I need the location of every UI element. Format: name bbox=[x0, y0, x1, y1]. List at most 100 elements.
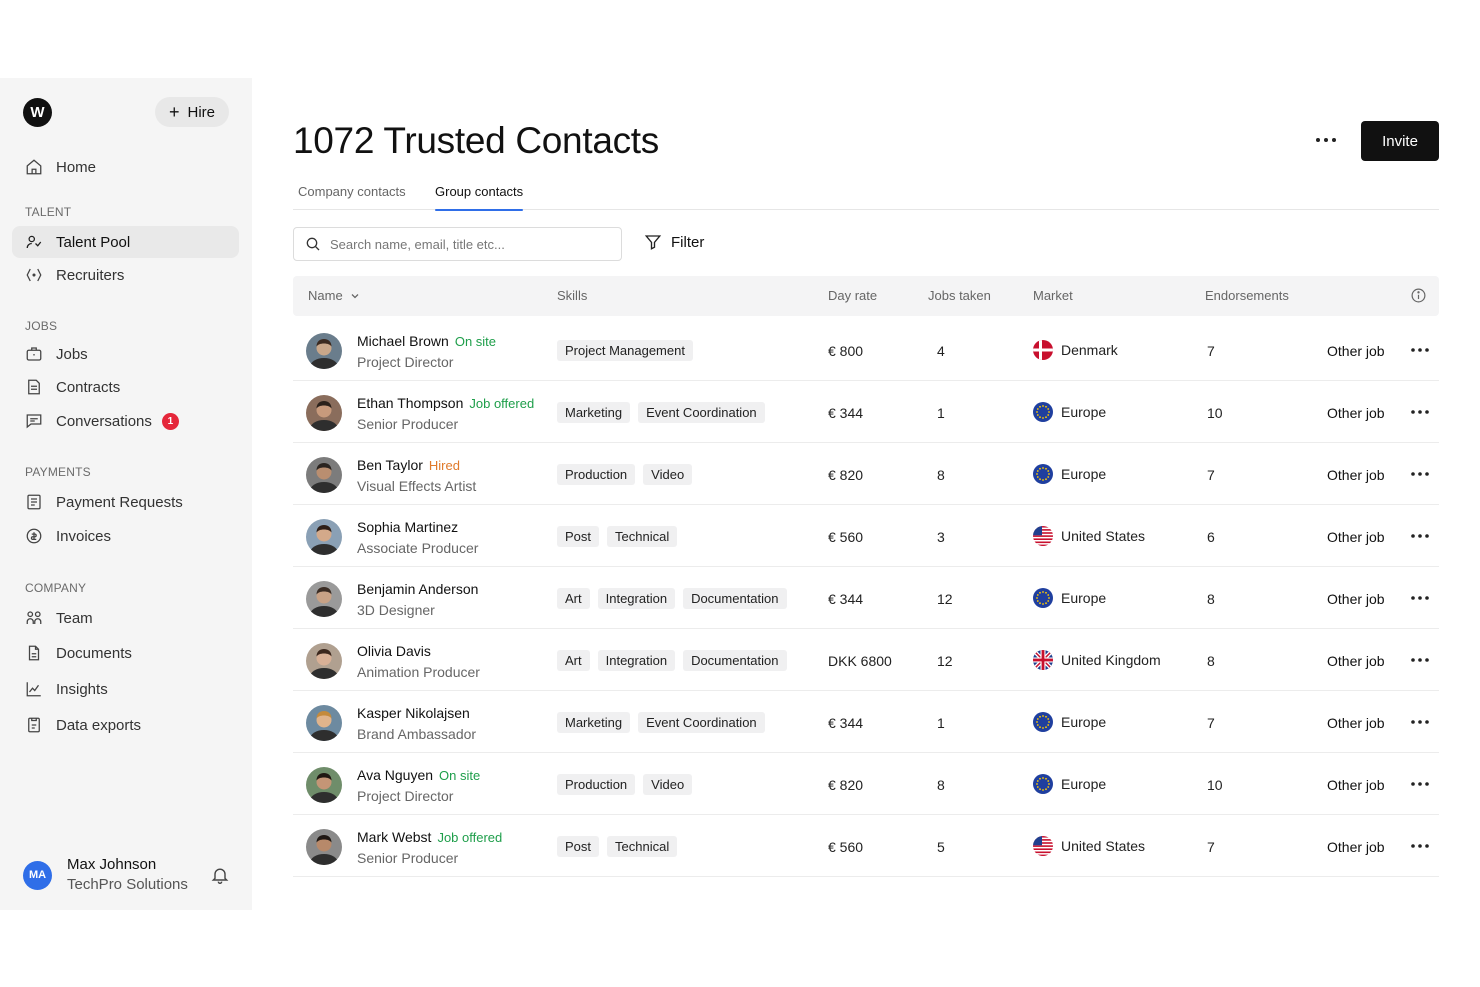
column-jobs-taken[interactable]: Jobs taken bbox=[928, 288, 991, 303]
other-job-link[interactable]: Other job bbox=[1327, 839, 1385, 855]
table-row[interactable]: Michael Brown On site Project Director Pr… bbox=[293, 319, 1439, 381]
table-row[interactable]: Ava Nguyen On site Project Director Produ… bbox=[293, 753, 1439, 815]
market: Europe bbox=[1033, 464, 1106, 484]
other-job-link[interactable]: Other job bbox=[1327, 591, 1385, 607]
sidebar-item-talent-pool[interactable]: Talent Pool bbox=[12, 226, 239, 258]
user-profile[interactable]: MA Max Johnson TechPro Solutions bbox=[23, 853, 238, 897]
contact-avatar[interactable] bbox=[306, 395, 342, 431]
sidebar-item-home[interactable]: Home bbox=[12, 151, 239, 183]
sidebar-item-documents[interactable]: Documents bbox=[12, 637, 239, 669]
row-more-icon[interactable] bbox=[1410, 837, 1430, 855]
bell-icon[interactable] bbox=[210, 865, 230, 885]
contact-name-line[interactable]: Mark Webst Job offered bbox=[357, 829, 502, 845]
search-icon bbox=[306, 237, 320, 251]
sidebar-item-recruiters[interactable]: Recruiters bbox=[12, 259, 239, 291]
other-job-link[interactable]: Other job bbox=[1327, 405, 1385, 421]
day-rate: DKK 6800 bbox=[828, 653, 892, 669]
contact-name-line[interactable]: Ethan Thompson Job offered bbox=[357, 395, 534, 411]
tab-company-contacts[interactable]: Company contacts bbox=[298, 184, 406, 199]
jobs-taken: 8 bbox=[937, 777, 945, 793]
contact-avatar[interactable] bbox=[306, 829, 342, 865]
app-logo[interactable]: W bbox=[23, 98, 52, 127]
column-market[interactable]: Market bbox=[1033, 288, 1073, 303]
row-more-icon[interactable] bbox=[1410, 651, 1430, 669]
user-avatar: MA bbox=[23, 860, 52, 890]
sidebar-item-jobs[interactable]: Jobs bbox=[12, 338, 239, 370]
row-more-icon[interactable] bbox=[1410, 775, 1430, 793]
other-job-link[interactable]: Other job bbox=[1327, 529, 1385, 545]
hire-button[interactable]: + Hire bbox=[155, 97, 229, 127]
contact-name-line[interactable]: Ben Taylor Hired bbox=[357, 457, 460, 473]
skills-list: Production Video bbox=[557, 774, 693, 795]
sidebar-item-contracts[interactable]: Contracts bbox=[12, 371, 239, 403]
contact-name-line[interactable]: Sophia Martinez bbox=[357, 519, 464, 535]
jobs-taken: 5 bbox=[937, 839, 945, 855]
contact-name: Kasper Nikolajsen bbox=[357, 705, 470, 721]
contact-avatar[interactable] bbox=[306, 519, 342, 555]
table-row[interactable]: Benjamin Anderson 3D Designer Art Integra… bbox=[293, 567, 1439, 629]
more-options-icon[interactable] bbox=[1311, 130, 1341, 150]
day-rate: € 344 bbox=[828, 591, 864, 607]
table-row[interactable]: Mark Webst Job offered Senior Producer Po… bbox=[293, 815, 1439, 877]
row-more-icon[interactable] bbox=[1410, 527, 1430, 545]
contact-avatar[interactable] bbox=[306, 767, 342, 803]
other-job-link[interactable]: Other job bbox=[1327, 777, 1385, 793]
contact-avatar[interactable] bbox=[306, 457, 342, 493]
contact-name-line[interactable]: Ava Nguyen On site bbox=[357, 767, 480, 783]
other-job-link[interactable]: Other job bbox=[1327, 343, 1385, 359]
chevron-down-icon bbox=[351, 293, 359, 298]
day-rate: € 820 bbox=[828, 467, 864, 483]
row-more-icon[interactable] bbox=[1410, 341, 1430, 359]
contact-role: Visual Effects Artist bbox=[357, 478, 477, 494]
row-more-icon[interactable] bbox=[1410, 589, 1430, 607]
endorsements: 7 bbox=[1207, 343, 1215, 359]
column-name[interactable]: Name bbox=[308, 288, 361, 303]
sidebar-item-data-exports[interactable]: Data exports bbox=[12, 709, 239, 741]
payment-request-icon bbox=[27, 494, 41, 510]
sidebar-item-team[interactable]: Team bbox=[12, 602, 239, 634]
row-more-icon[interactable] bbox=[1410, 713, 1430, 731]
table-row[interactable]: Olivia Davis Animation Producer Art Integ… bbox=[293, 629, 1439, 691]
contact-name-line[interactable]: Michael Brown On site bbox=[357, 333, 496, 349]
row-more-icon[interactable] bbox=[1410, 465, 1430, 483]
market: Europe bbox=[1033, 712, 1106, 732]
contact-avatar[interactable] bbox=[306, 581, 342, 617]
contract-icon bbox=[28, 379, 40, 395]
contact-name-line[interactable]: Kasper Nikolajsen bbox=[357, 705, 476, 721]
column-day-rate[interactable]: Day rate bbox=[828, 288, 878, 303]
other-job-link[interactable]: Other job bbox=[1327, 653, 1385, 669]
sidebar-item-label: Recruiters bbox=[56, 266, 125, 284]
table-row[interactable]: Ethan Thompson Job offered Senior Produce… bbox=[293, 381, 1439, 443]
market: Denmark bbox=[1033, 340, 1118, 360]
sidebar-item-insights[interactable]: Insights bbox=[12, 673, 239, 705]
sidebar-item-payment-requests[interactable]: Payment Requests bbox=[12, 486, 239, 518]
row-more-icon[interactable] bbox=[1410, 403, 1430, 421]
sidebar-item-invoices[interactable]: Invoices bbox=[12, 520, 239, 552]
skill-chip: Project Management bbox=[557, 340, 693, 361]
other-job-link[interactable]: Other job bbox=[1327, 467, 1385, 483]
jobs-taken: 3 bbox=[937, 529, 945, 545]
tab-group-contacts[interactable]: Group contacts bbox=[435, 184, 524, 211]
info-icon[interactable] bbox=[1410, 287, 1427, 304]
invite-button[interactable]: Invite bbox=[1361, 121, 1439, 161]
contact-avatar[interactable] bbox=[306, 643, 342, 679]
conversations-badge: 1 bbox=[161, 412, 179, 430]
contact-avatar[interactable] bbox=[306, 333, 342, 369]
table-row[interactable]: Kasper Nikolajsen Brand Ambassador Marke… bbox=[293, 691, 1439, 753]
contact-name-line[interactable]: Benjamin Anderson bbox=[357, 581, 484, 597]
column-skills[interactable]: Skills bbox=[557, 288, 588, 303]
skills-list: Art Integration Documentation bbox=[557, 650, 787, 671]
table-row[interactable]: Ben Taylor Hired Visual Effects Artist Pr… bbox=[293, 443, 1439, 505]
jobs-taken: 8 bbox=[937, 467, 945, 483]
sidebar-item-conversations[interactable]: Conversations 1 bbox=[12, 405, 239, 437]
endorsements: 7 bbox=[1207, 839, 1215, 855]
chart-icon bbox=[26, 682, 41, 697]
day-rate: € 820 bbox=[828, 777, 864, 793]
table-row[interactable]: Sophia Martinez Associate Producer Post T… bbox=[293, 505, 1439, 567]
contact-avatar[interactable] bbox=[306, 705, 342, 741]
other-job-link[interactable]: Other job bbox=[1327, 715, 1385, 731]
search-input[interactable] bbox=[330, 236, 600, 252]
column-endorsements[interactable]: Endorsements bbox=[1205, 288, 1289, 303]
contact-name-line[interactable]: Olivia Davis bbox=[357, 643, 437, 659]
filter-button[interactable]: Filter bbox=[644, 233, 704, 251]
